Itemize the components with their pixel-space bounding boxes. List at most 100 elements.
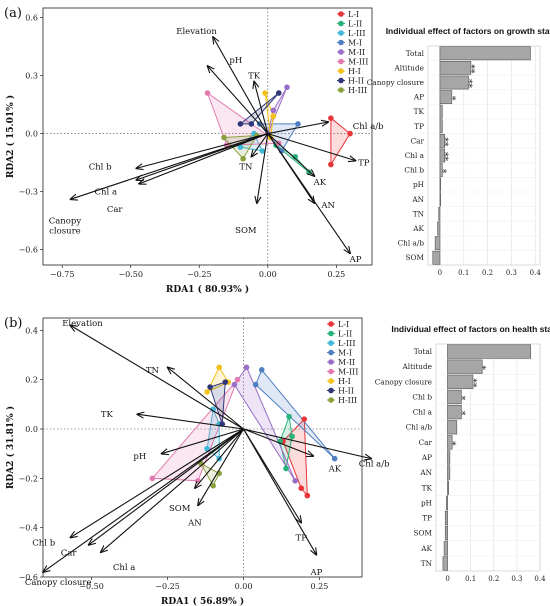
bar-category-label: Car <box>419 438 433 447</box>
vector-label: Chl a <box>113 563 135 573</box>
bar-category-label: Chl a <box>405 151 425 160</box>
legend-marker <box>328 359 334 365</box>
vector-label: TN <box>239 162 253 172</box>
vector-arrow <box>101 428 244 552</box>
group-hull-H-I <box>264 92 274 138</box>
data-point-M-III <box>204 90 211 96</box>
data-point-H-III <box>240 155 246 162</box>
bar <box>444 510 448 526</box>
bar <box>447 359 483 374</box>
vector-label: Chl b <box>89 162 112 172</box>
x-tick-label: 0.00 <box>235 582 253 591</box>
data-point-L-I <box>304 492 311 499</box>
legend-marker <box>338 39 344 46</box>
vector-label: SOM <box>169 504 191 514</box>
vector-label: Elevation <box>176 27 217 37</box>
legend-label: H-III <box>338 396 357 405</box>
x-tick-label: −0.50 <box>79 582 104 591</box>
data-point-L-III <box>237 144 244 150</box>
group-hull-L-I <box>330 117 351 167</box>
y-tick-label: −0.3 <box>19 188 38 197</box>
bar-category-label: Total <box>406 49 425 58</box>
bar-category-label: pH <box>421 498 432 507</box>
vector-label: Elevation <box>62 319 103 329</box>
bar-category-label: SOM <box>406 253 425 262</box>
legend-label: H-I <box>348 67 361 76</box>
bar-category-label: Chl a/b <box>398 239 425 248</box>
vector-label: Canopy closure <box>49 217 82 237</box>
bar-category-label: Chl a/b <box>406 423 433 432</box>
bar-category-label: AK <box>412 224 424 233</box>
legend-marker <box>338 30 344 36</box>
vector-arrow <box>257 133 269 204</box>
data-point-M-II <box>270 107 277 114</box>
bar-x-tick-label: 0.4 <box>534 575 546 583</box>
bar <box>437 221 441 236</box>
data-point-L-I <box>298 485 305 492</box>
data-point-L-I <box>301 416 308 422</box>
panel-a: −0.75 −0.50 −0.25 0.00 0.25 −0.6 −0.3 0.0 0.3 0.6… <box>4 6 384 295</box>
bar-chart-title: Individual effect of factors on health s… <box>391 324 550 334</box>
bar-x-tick-label: 0 <box>445 575 449 583</box>
panel-label: (a) <box>4 6 22 21</box>
vector-arrow <box>70 133 268 200</box>
panel-a-bar-chart: Individual effect of factors on growth s… <box>367 26 550 277</box>
bar <box>444 526 448 541</box>
bar-chart-title: Individual effect of factors on growth s… <box>386 26 550 36</box>
bar <box>447 404 462 420</box>
bar-category-label: Chl b <box>412 392 432 401</box>
y-tick-label: 0.0 <box>25 130 38 139</box>
bar-category-label: AN <box>419 468 432 477</box>
data-point-L-I <box>347 130 353 137</box>
vector-arrow <box>213 37 269 134</box>
data-point-H-II <box>222 379 229 385</box>
vector-label: Canopy closure <box>25 578 92 588</box>
vector-label: pH <box>229 56 242 66</box>
data-point-L-III <box>204 445 210 452</box>
significance-marker: * <box>461 410 471 415</box>
bar <box>447 465 451 480</box>
legend-marker <box>338 68 344 74</box>
bar-category-label: AN <box>411 195 424 204</box>
bar <box>447 374 474 389</box>
group-hull-M-I <box>255 368 336 459</box>
group-hull-H-II <box>209 381 226 425</box>
data-point-L-III <box>210 406 216 413</box>
plot-frame <box>42 7 373 266</box>
bar <box>439 46 531 61</box>
bar <box>442 556 448 571</box>
legend-label: M-II <box>348 48 365 57</box>
vector-arrow <box>139 133 269 184</box>
vector-label: AP <box>309 568 322 578</box>
y-tick-label: −0.4 <box>19 524 38 533</box>
vector-label: Car <box>107 205 124 215</box>
significance-marker: ** <box>445 137 455 147</box>
vector-arrow <box>208 66 269 134</box>
panel-b: −0.50 −0.25 0.00 0.25 −0.6 −0.4 −0.2 0.0 0.2 0.4 R… <box>4 316 390 606</box>
legend-label: H-I <box>338 377 351 386</box>
bar <box>439 75 469 90</box>
vector-arrow <box>243 428 372 459</box>
x-tick-label: 0.25 <box>327 270 345 279</box>
vector-label: Chl a <box>95 188 117 198</box>
vector-label: AN <box>320 201 335 211</box>
bar <box>447 420 458 435</box>
bar <box>443 541 448 556</box>
vector-arrow <box>168 367 244 430</box>
legend-label: M-I <box>348 39 362 48</box>
vector-label: pH <box>133 452 146 462</box>
x-tick-label: −0.25 <box>187 270 212 279</box>
y-tick-label: −0.2 <box>19 474 38 483</box>
vector-label: TK <box>248 72 261 82</box>
legend-marker <box>328 387 334 394</box>
legend-marker <box>328 340 334 346</box>
bar-category-label: Chl b <box>404 166 424 175</box>
legend-label: L-III <box>348 29 366 38</box>
vector-arrow <box>243 428 314 456</box>
data-point-H-II <box>237 121 244 127</box>
bar-category-label: Car <box>411 136 425 145</box>
legend-marker <box>328 349 334 356</box>
legend-label: M-III <box>348 58 368 67</box>
bar-x-tick-label: 0.3 <box>506 269 517 277</box>
vector-label: Chl a/b <box>359 460 390 470</box>
